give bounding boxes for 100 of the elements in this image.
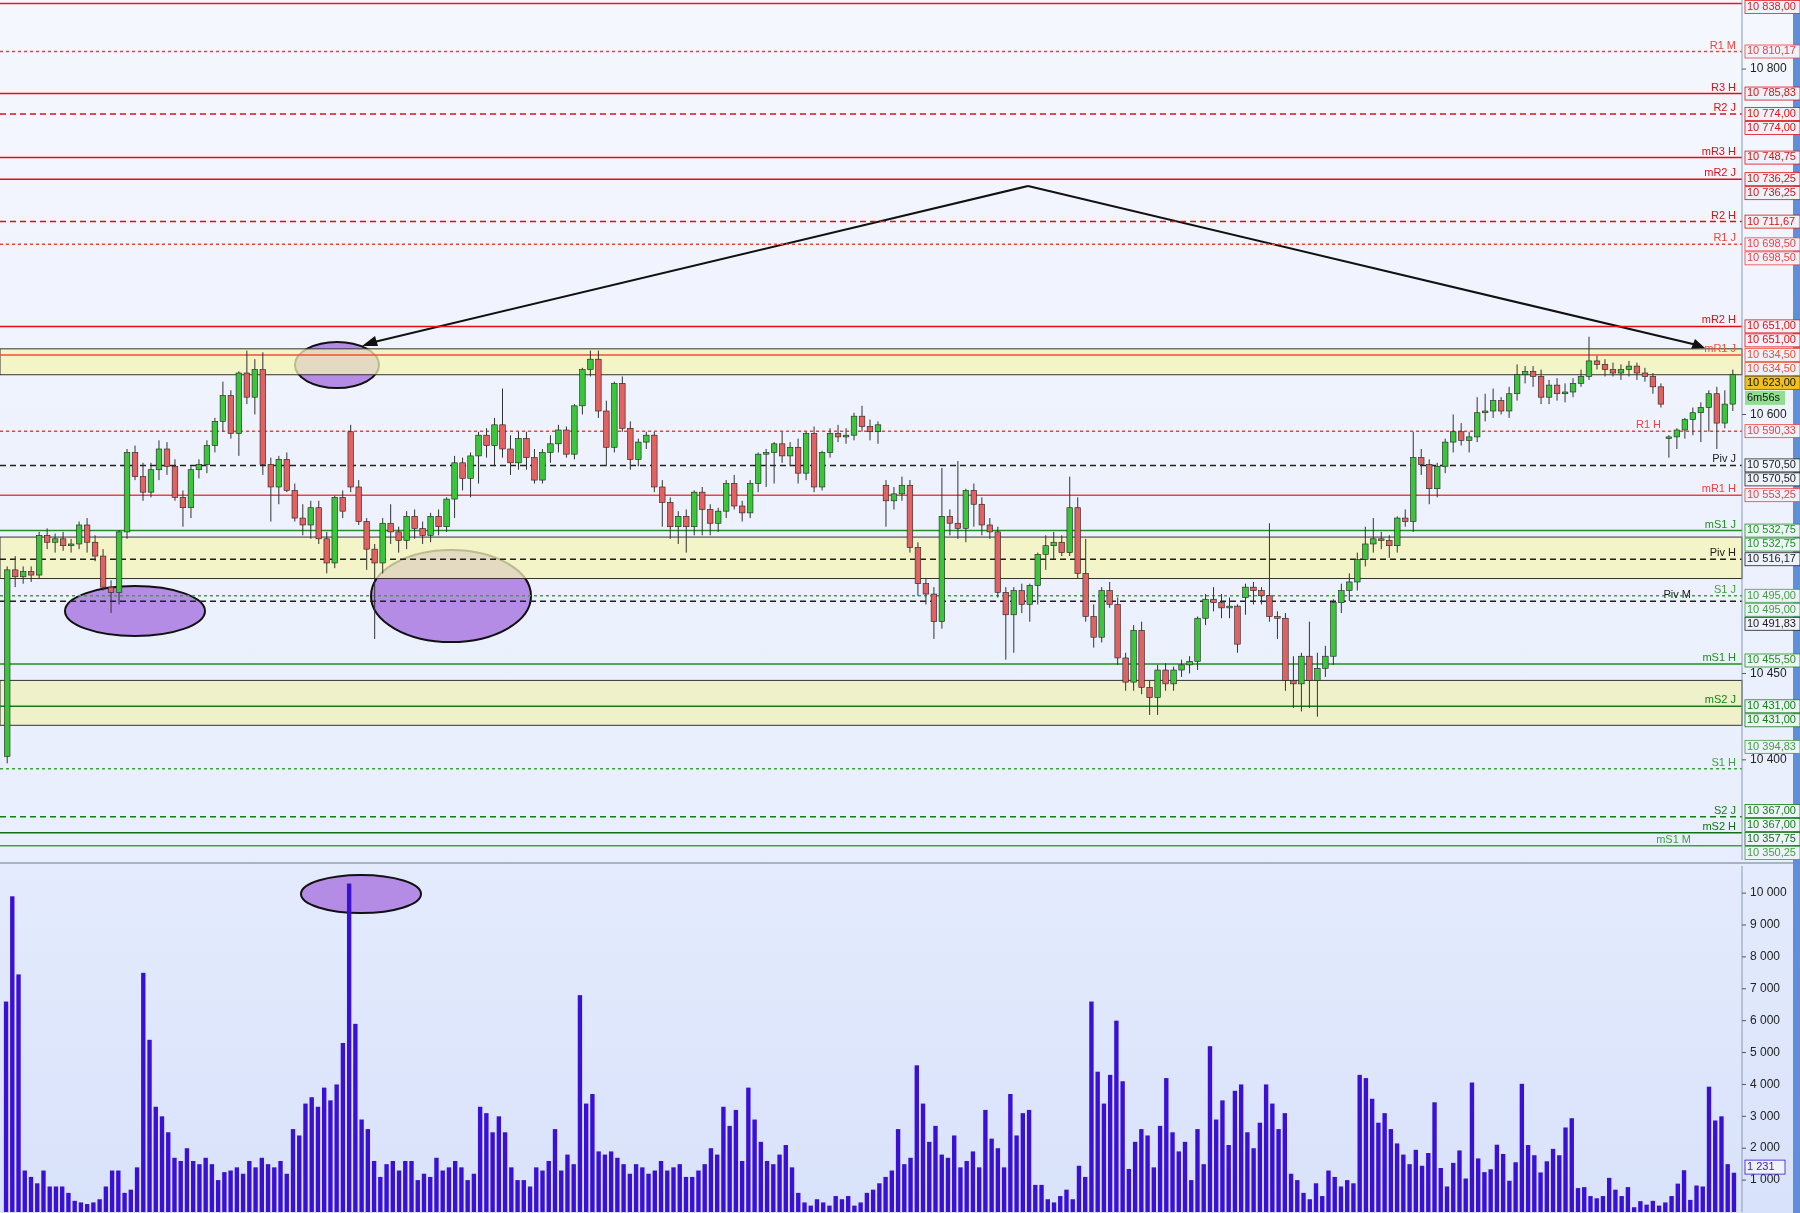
bar xyxy=(1076,1165,1082,1212)
bar xyxy=(35,1183,40,1212)
ref-line-label: mR1 H xyxy=(1701,482,1737,495)
bar xyxy=(1301,1192,1306,1212)
bar xyxy=(297,1135,302,1212)
bar xyxy=(1238,1084,1244,1212)
bar xyxy=(272,1167,277,1212)
text: 10 532,75 xyxy=(1747,523,1796,536)
bar xyxy=(1151,1167,1157,1212)
bar xyxy=(259,1157,264,1212)
bar xyxy=(128,1189,133,1212)
bar xyxy=(415,1180,420,1212)
bar xyxy=(895,1129,901,1212)
bar xyxy=(1363,1078,1369,1212)
bar xyxy=(1295,1180,1300,1212)
bar xyxy=(134,1167,140,1212)
bar xyxy=(995,1148,1001,1212)
bar xyxy=(1288,1173,1294,1212)
bar xyxy=(789,1167,795,1212)
y-tick-label: 1 000 xyxy=(1750,1172,1781,1187)
text: 10 590,33 xyxy=(1747,424,1796,437)
bar xyxy=(889,1170,895,1212)
text: 10 394,83 xyxy=(1747,739,1796,752)
bar xyxy=(527,1186,533,1212)
bar xyxy=(714,1154,720,1212)
bar xyxy=(1189,1180,1194,1212)
bar xyxy=(1607,1177,1612,1212)
ref-line-label: S2 J xyxy=(1713,803,1736,816)
bar xyxy=(3,1001,9,1212)
bar xyxy=(970,1151,976,1212)
y-tick-label: 10 400 xyxy=(1750,752,1788,767)
bar xyxy=(521,1180,526,1212)
bar xyxy=(78,1202,84,1212)
bar xyxy=(827,1205,832,1212)
bar xyxy=(814,1199,820,1212)
ref-line-label: S1 J xyxy=(1713,582,1736,595)
bar xyxy=(41,1170,46,1212)
bar xyxy=(1675,1183,1680,1212)
text: 10 698,50 xyxy=(1747,237,1796,250)
bar xyxy=(396,1170,402,1212)
bar xyxy=(215,1180,221,1212)
bar xyxy=(602,1154,608,1212)
bar xyxy=(10,896,15,1212)
bar xyxy=(428,1176,433,1212)
ref-line-label: R1 J xyxy=(1713,231,1736,244)
bar xyxy=(496,1116,502,1212)
ref-line-label: R2 H xyxy=(1710,208,1737,221)
bar xyxy=(577,995,583,1212)
bar xyxy=(1107,1074,1113,1212)
bar xyxy=(166,1132,171,1212)
bar xyxy=(290,1129,296,1212)
bar xyxy=(690,1176,695,1212)
bar xyxy=(534,1167,539,1212)
bar xyxy=(964,1160,969,1212)
text: 10 748,75 xyxy=(1747,150,1796,163)
bar xyxy=(340,1042,346,1212)
bar xyxy=(1263,1084,1269,1212)
bar xyxy=(1569,1118,1574,1212)
bar xyxy=(1070,1199,1075,1212)
bar xyxy=(677,1164,682,1212)
bar xyxy=(141,972,146,1212)
bar xyxy=(28,1176,34,1212)
text: 10 623,00 xyxy=(1747,375,1796,388)
bar xyxy=(683,1176,689,1212)
candlestick xyxy=(1569,377,1577,398)
ref-line-label: mR2 J xyxy=(1704,166,1736,179)
y-tick-label: 10 000 xyxy=(1750,885,1788,900)
bar xyxy=(1195,1129,1200,1212)
candlestick xyxy=(890,486,898,510)
bar xyxy=(1132,1141,1138,1212)
bar xyxy=(1544,1161,1549,1212)
y-tick-label: 5 000 xyxy=(1750,1044,1781,1059)
bar xyxy=(1157,1125,1163,1212)
bar xyxy=(1500,1153,1506,1212)
bar xyxy=(1681,1170,1687,1212)
bar xyxy=(1557,1155,1562,1212)
bar xyxy=(1313,1183,1319,1212)
bar xyxy=(1338,1186,1344,1212)
bar xyxy=(1463,1178,1468,1212)
bar xyxy=(945,1157,951,1212)
candlestick xyxy=(1561,382,1569,403)
ref-line-label: mS2 H xyxy=(1702,819,1737,832)
text: 10 651,00 xyxy=(1747,319,1796,332)
bar xyxy=(1001,1167,1007,1212)
bar xyxy=(552,1129,558,1212)
bar xyxy=(265,1164,271,1212)
bar xyxy=(453,1160,458,1212)
y-tick-label: 3 000 xyxy=(1750,1108,1781,1123)
bar xyxy=(446,1167,452,1212)
bar xyxy=(1126,1168,1132,1212)
bar xyxy=(390,1160,395,1212)
bar xyxy=(1083,1176,1088,1212)
text: 10 774,00 xyxy=(1747,106,1796,119)
text: 6m56s xyxy=(1747,390,1781,403)
bar xyxy=(708,1148,714,1212)
candlestick xyxy=(858,405,866,433)
bar xyxy=(783,1145,788,1212)
ref-line-label: S1 H xyxy=(1711,755,1737,768)
bar xyxy=(1182,1141,1188,1212)
bar xyxy=(771,1164,776,1212)
